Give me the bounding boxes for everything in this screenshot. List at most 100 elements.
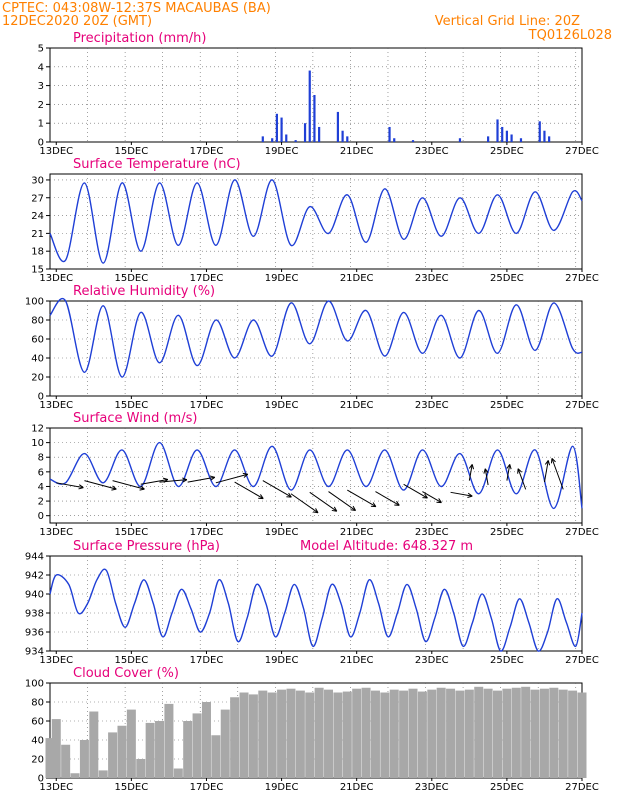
cloud-bar xyxy=(295,690,305,778)
cloud-bar xyxy=(155,721,165,778)
wind-arrow xyxy=(56,482,84,490)
wind-arrow-head xyxy=(242,472,248,475)
temp-xtick-label: 23DEC xyxy=(415,273,449,284)
precip-bar xyxy=(261,136,264,142)
precip-bar xyxy=(538,121,541,142)
cloud-bar xyxy=(126,709,136,778)
wind-arrow-head xyxy=(438,498,442,503)
precip-bar xyxy=(411,140,415,142)
rh-xtick-label: 15DEC xyxy=(114,400,148,411)
cloud-bar xyxy=(436,687,446,778)
cloud-bar xyxy=(230,697,240,778)
wind-xtick-label: 13DEC xyxy=(39,527,73,538)
pressure-frame xyxy=(49,555,583,652)
wind-arrow xyxy=(543,460,551,483)
wind-arrow-shaft xyxy=(543,460,549,483)
cloud-xtick-label: 21DEC xyxy=(340,782,374,793)
precip-xtick-label: 21DEC xyxy=(340,146,374,157)
wind-xtick-label: 15DEC xyxy=(114,527,148,538)
pressure-xtick-label: 13DEC xyxy=(39,655,73,666)
wind-arrow-head xyxy=(372,502,377,507)
cloud-bar xyxy=(539,688,549,778)
cloud-bar xyxy=(201,702,211,778)
rh-ytick-label: 100 xyxy=(25,297,44,308)
cloud-ytick-label: 80 xyxy=(31,698,44,709)
precip-ytick-label: 3 xyxy=(38,81,44,92)
cloud-bar xyxy=(89,711,99,778)
cloud-bar xyxy=(79,740,89,778)
wind-arrow-head xyxy=(352,505,356,511)
cloud-bar xyxy=(530,689,540,778)
wind-ytick-label: 2 xyxy=(38,497,44,508)
wind-arrow-head xyxy=(162,477,168,480)
wind-ytick-label: 0 xyxy=(38,511,44,522)
header-grid-note: Vertical Grid Line: 20Z xyxy=(435,14,580,29)
wind-arrow-head xyxy=(312,511,319,514)
cloud-bar xyxy=(483,688,493,778)
wind-arrow-head xyxy=(259,494,264,499)
cloud-ytick-label: 100 xyxy=(25,679,44,690)
cloud-xtick-label: 17DEC xyxy=(190,782,224,793)
wind-arrow xyxy=(328,491,356,511)
cloud-bar xyxy=(568,690,578,778)
header-run-code: TQ0126L028 xyxy=(528,28,612,43)
wind-arrow-shaft xyxy=(328,491,356,511)
rh-ytick-label: 40 xyxy=(31,354,44,365)
cloud-bar xyxy=(521,686,531,778)
wind-panel: Surface Wind (m/s) 0 2 4 6 8 10 12 13DEC 15DEC 17D… xyxy=(31,411,599,538)
precip-panel: Precipitation (mm/h) 0 1 2 3 4 5 13DEC 15DEC 17DE… xyxy=(38,31,599,157)
temp-title: Surface Temperature (nC) xyxy=(73,157,241,172)
precip-bar xyxy=(341,130,344,142)
pressure-ytick-label: 940 xyxy=(25,590,44,601)
wind-arrow-shaft xyxy=(215,473,248,484)
wind-arrow-shaft xyxy=(56,482,84,489)
precip-bar xyxy=(496,119,499,142)
precip-xtick-label: 17DEC xyxy=(190,146,224,157)
pressure-title: Surface Pressure (hPa) xyxy=(73,539,220,554)
cloud-bar xyxy=(370,690,380,778)
wind-arrow-shaft xyxy=(187,476,215,483)
wind-arrow xyxy=(550,458,564,490)
temp-xtick-label: 13DEC xyxy=(39,273,73,284)
cloud-bar xyxy=(577,692,587,778)
wind-arrow-shaft xyxy=(84,480,117,490)
wind-arrow xyxy=(468,464,475,481)
precip-bar xyxy=(346,136,349,142)
wind-arrow xyxy=(234,481,264,500)
rh-xtick-label: 17DEC xyxy=(190,400,224,411)
precip-bar xyxy=(280,117,283,142)
wind-arrow-shaft xyxy=(112,480,145,490)
cloud-panel: Cloud Cover (%) 0 20 40 60 80 100 13DEC 15DEC 17D… xyxy=(25,666,599,793)
cloud-xtick-label: 25DEC xyxy=(490,782,524,793)
wind-arrow xyxy=(84,480,117,491)
wind-ytick-label: 6 xyxy=(38,467,44,478)
wind-arrow-head xyxy=(140,485,145,490)
precip-ytick-label: 0 xyxy=(38,138,44,149)
temp-xtick-label: 27DEC xyxy=(565,273,599,284)
rh-title: Relative Humidity (%) xyxy=(73,284,215,299)
cloud-xtick-label: 15DEC xyxy=(114,782,148,793)
cloud-bar xyxy=(239,692,249,778)
pressure-xtick-label: 15DEC xyxy=(114,655,148,666)
precip-bar xyxy=(303,123,307,142)
cloud-bar xyxy=(117,725,127,778)
precip-bar xyxy=(501,126,504,142)
rh-xtick-label: 25DEC xyxy=(490,400,524,411)
temp-ytick-label: 30 xyxy=(31,175,44,186)
rh-line xyxy=(49,298,583,378)
header-location: CPTEC: 043:08W-12:37S MACAUBAS (BA) xyxy=(2,1,271,16)
wind-arrow-shaft xyxy=(506,464,511,481)
cloud-xtick-label: 27DEC xyxy=(565,782,599,793)
wind-arrow xyxy=(347,489,377,508)
wind-arrow-head xyxy=(467,495,473,498)
temp-frame xyxy=(49,173,583,270)
precip-bar xyxy=(285,134,288,142)
cloud-bar xyxy=(324,689,334,778)
temp-xtick-label: 25DEC xyxy=(490,273,524,284)
precip-bar xyxy=(487,136,490,142)
wind-ytick-label: 10 xyxy=(31,438,44,449)
wind-arrow-shaft xyxy=(140,479,168,485)
precip-bar xyxy=(519,138,523,142)
pressure-xtick-label: 21DEC xyxy=(340,655,374,666)
